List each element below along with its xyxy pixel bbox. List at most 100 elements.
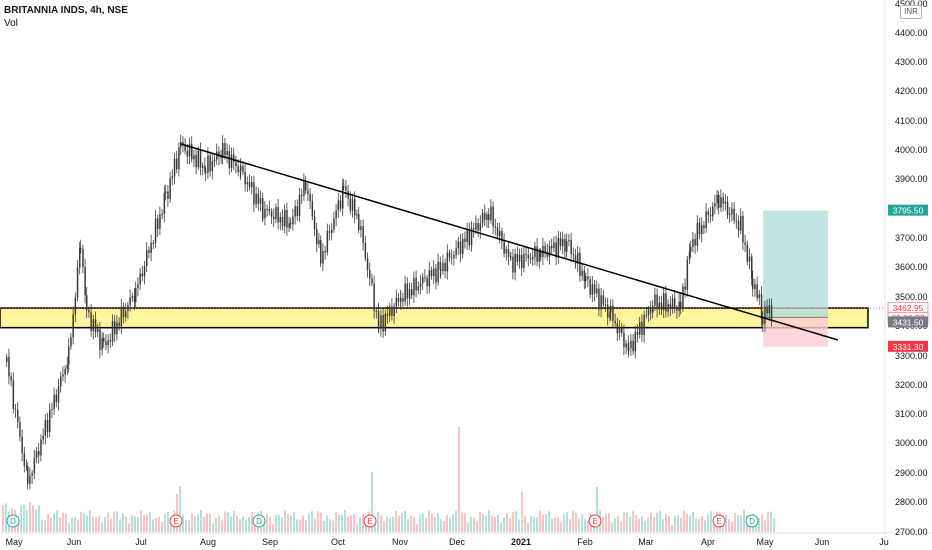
candle-body (184, 145, 186, 151)
volume-bar (278, 514, 280, 532)
volume-bar (56, 510, 58, 532)
candle-body (209, 155, 211, 172)
volume-bar (365, 520, 367, 532)
candle-body (501, 231, 503, 242)
candle-body (453, 254, 455, 258)
volume-bar (686, 513, 688, 532)
volume-bar (584, 519, 586, 532)
candle-body (733, 208, 735, 221)
volume-bar (449, 518, 451, 532)
candle-body (610, 305, 612, 313)
candle-body (623, 332, 625, 348)
candle-body (386, 313, 389, 316)
volume-bar (638, 518, 640, 532)
candle-body (105, 341, 107, 346)
candle-body (422, 277, 424, 284)
volume-bar (65, 513, 67, 532)
candle-body (744, 242, 746, 245)
candle-body (354, 199, 356, 216)
candle-body (742, 215, 744, 243)
candle-body (572, 253, 575, 256)
volume-bar (446, 514, 448, 532)
volume-bar (161, 521, 163, 532)
candle-body (120, 306, 123, 327)
candle-body (137, 284, 139, 289)
candle-body (188, 143, 191, 157)
candle-body (296, 206, 299, 216)
candle-body (228, 151, 231, 169)
event-label: E (592, 517, 597, 526)
candle-body (279, 217, 282, 223)
candle-body (369, 270, 371, 279)
volume-bar (662, 519, 664, 532)
volume-bar (527, 523, 529, 532)
candle-body (671, 298, 674, 308)
volume-bar (503, 517, 505, 532)
price-label-entry (888, 316, 928, 328)
volume-bar (536, 517, 538, 532)
candle-body (512, 256, 514, 273)
candle-body (415, 277, 417, 291)
volume-bar (635, 515, 637, 532)
candle-body (574, 255, 577, 264)
volume-bar (704, 520, 706, 532)
volume-bar (362, 514, 364, 532)
volume-bar (290, 515, 292, 532)
candle-body (625, 343, 627, 348)
candle-body (72, 314, 74, 338)
y-tick-label: 4200.00 (895, 86, 928, 96)
volume-bar (575, 512, 577, 532)
candle-body (68, 346, 70, 365)
volume-bar (110, 518, 112, 532)
candle-body (616, 323, 619, 334)
y-tick-label: 4300.00 (895, 57, 928, 67)
candle-body (109, 340, 112, 342)
volume-bar (566, 512, 568, 532)
candle-body (356, 214, 358, 216)
candle-body (251, 182, 253, 188)
candle-body (499, 231, 501, 237)
candle-body (593, 284, 596, 294)
candle-body (540, 251, 542, 257)
x-tick-label: Aug (200, 537, 216, 547)
candle-body (207, 155, 209, 173)
candle-body (686, 259, 689, 290)
volume-bar (266, 514, 268, 532)
candle-body (42, 436, 44, 440)
y-tick-label: 2800.00 (895, 497, 928, 507)
candle-body (377, 311, 380, 329)
candle-body (307, 190, 309, 194)
volume-bar (68, 523, 70, 532)
volume-bar (677, 515, 679, 532)
currency-badge[interactable]: INR (900, 5, 922, 19)
price-label-entry-text: 3431.50 (893, 317, 924, 327)
candle-body (240, 166, 242, 171)
volume-bar (71, 517, 73, 532)
trendline (180, 143, 839, 341)
candle-body (596, 288, 598, 294)
volume-bar (605, 513, 607, 532)
volume-bar (620, 521, 622, 532)
volume-bar (755, 522, 757, 532)
candle-body (667, 304, 669, 312)
volume-bar (311, 511, 313, 532)
volume-bar (395, 510, 397, 532)
candle-body (636, 331, 639, 335)
y-tick-label: 2700.00 (895, 527, 928, 537)
candle-body (286, 209, 288, 228)
candle-body (707, 211, 710, 216)
volume-bar (272, 524, 274, 532)
candle-body (70, 337, 72, 347)
candle-body (248, 182, 251, 188)
candle-body (468, 229, 471, 246)
candle-body (507, 249, 510, 258)
volume-bar (485, 515, 487, 532)
volume-label: Vol (4, 18, 18, 29)
candle-body (466, 229, 468, 242)
volume-bar (20, 505, 22, 532)
candle-body (577, 252, 579, 264)
candle-body (143, 265, 146, 277)
candle-body (309, 193, 311, 202)
